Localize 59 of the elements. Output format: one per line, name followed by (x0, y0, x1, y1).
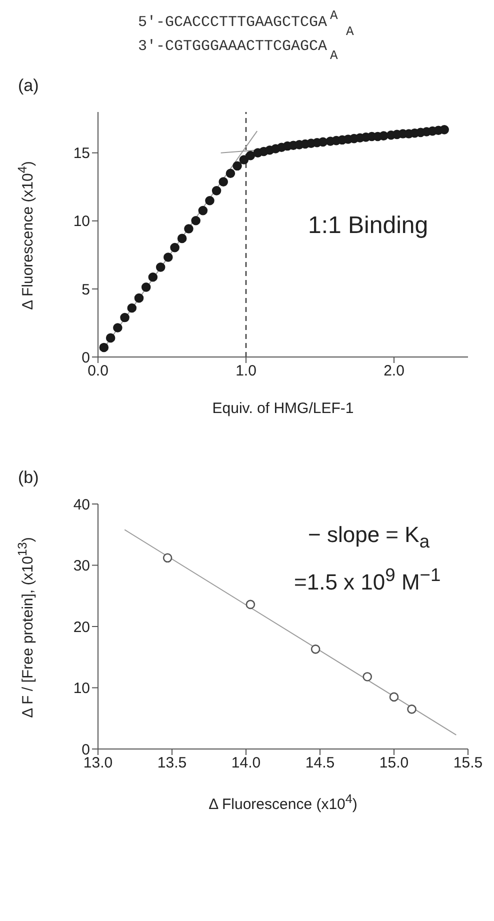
y-tick-label: 10 (73, 680, 90, 698)
y-tick-label: 5 (82, 281, 90, 298)
chart-title: (a) (18, 76, 39, 96)
x-axis-title: Equiv. of HMG/LEF-1 (211, 400, 355, 417)
point (184, 224, 194, 234)
point (106, 333, 116, 343)
y-tick-label: 0 (82, 349, 90, 366)
point (141, 282, 151, 292)
point (226, 168, 236, 178)
point (134, 293, 144, 303)
y-tick-label: 10 (73, 213, 90, 230)
point (362, 672, 372, 682)
x-tick-label: 1.0 (236, 362, 256, 380)
annotation: 1:1 Binding (308, 212, 428, 240)
x-tick-label: 15.5 (453, 754, 483, 772)
point (177, 234, 187, 244)
point (191, 216, 200, 226)
x-tick-label: 13.5 (157, 754, 187, 772)
point (164, 252, 173, 262)
point (389, 692, 399, 702)
x-tick-label: 0.0 (88, 362, 108, 380)
x-tick-label: 14.0 (231, 754, 261, 772)
text: A (346, 24, 354, 39)
point (113, 323, 122, 332)
point (127, 303, 137, 313)
annotation: − slope = K$_{a}$ (308, 522, 430, 552)
point (198, 206, 208, 216)
point (120, 312, 130, 322)
point (407, 704, 416, 714)
point (205, 196, 214, 206)
x-axis-title: Δ Fluorescence (x10$^{4}$) (208, 792, 358, 813)
point (378, 131, 388, 140)
text: 5'-GCACCCTTTGAAGCTCGA (138, 14, 328, 31)
x-tick-label: 15.0 (379, 754, 409, 772)
x-tick-label: 14.5 (305, 754, 335, 772)
text: 3'-CGTGGGAAACTTCGAGCA (138, 38, 328, 55)
point (440, 125, 449, 134)
y-tick-label: 30 (73, 558, 90, 575)
point (239, 155, 249, 164)
point (162, 553, 172, 563)
point (246, 150, 256, 160)
text: A (330, 8, 338, 23)
text: A (330, 48, 338, 63)
point (246, 600, 256, 610)
y-tick-label: 20 (73, 618, 90, 636)
point (170, 242, 180, 252)
y-tick-label: 40 (73, 496, 90, 514)
point (232, 161, 242, 171)
y-tick-label: 15 (73, 145, 90, 162)
point (156, 262, 166, 272)
chart-title: (b) (18, 468, 39, 488)
point (148, 272, 158, 282)
point (212, 186, 222, 196)
point (318, 137, 328, 147)
point (218, 177, 228, 186)
point (310, 644, 320, 654)
annotation: =1.5 x 10$^{9}$ M$^{−1}$ (294, 564, 441, 596)
point (99, 342, 109, 352)
x-tick-label: 2.0 (384, 362, 404, 380)
